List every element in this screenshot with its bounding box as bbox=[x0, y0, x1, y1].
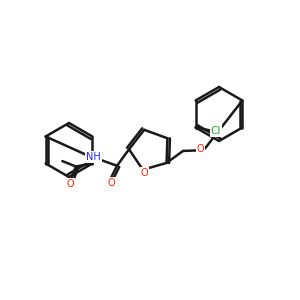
Text: O: O bbox=[140, 168, 148, 178]
Text: NH: NH bbox=[86, 152, 101, 162]
Text: O: O bbox=[107, 178, 115, 188]
Text: Cl: Cl bbox=[211, 125, 221, 136]
Text: O: O bbox=[67, 179, 74, 189]
Text: O: O bbox=[196, 144, 204, 154]
